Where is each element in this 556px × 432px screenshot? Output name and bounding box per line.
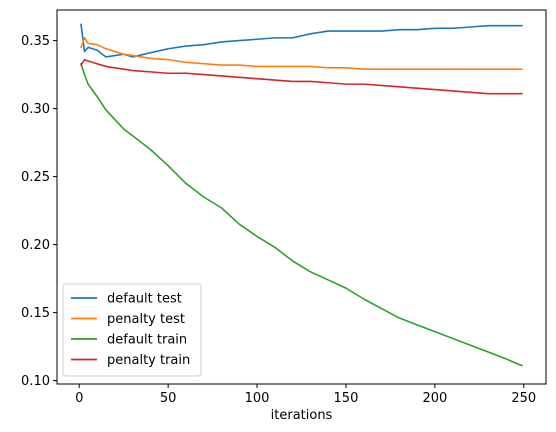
x-tick-label: 200 — [422, 391, 447, 406]
y-tick-label: 0.10 — [21, 374, 50, 389]
x-tick-label: 0 — [75, 391, 83, 406]
x-tick-label: 150 — [334, 391, 359, 406]
legend-label: default train — [107, 333, 187, 348]
y-tick-label: 0.25 — [21, 170, 50, 185]
y-tick-label: 0.30 — [21, 102, 50, 117]
legend: default test penalty test default train pen… — [63, 284, 201, 376]
legend-label: default test — [107, 292, 182, 307]
x-tick-label: 100 — [245, 391, 270, 406]
legend-label: penalty train — [107, 353, 190, 368]
x-tick-label: 50 — [160, 391, 177, 406]
y-tick-label: 0.35 — [21, 34, 50, 49]
x-axis-label: iterations — [271, 408, 333, 423]
x-tick-label: 250 — [511, 391, 536, 406]
y-tick-label: 0.20 — [21, 238, 50, 253]
y-tick-label: 0.15 — [21, 306, 50, 321]
legend-label: penalty test — [107, 312, 185, 327]
